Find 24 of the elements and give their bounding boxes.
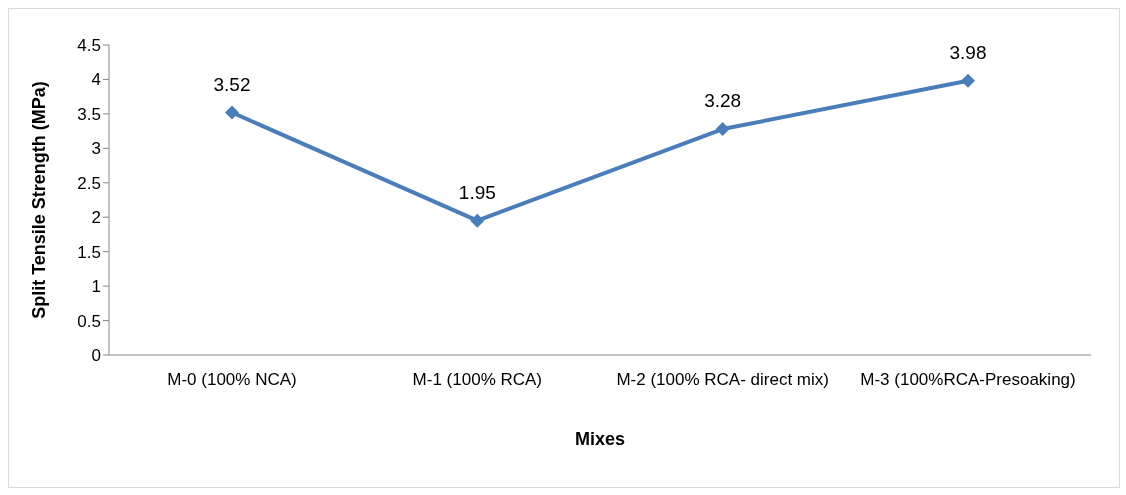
y-tick-label: 4 bbox=[91, 70, 101, 90]
x-tick-label: M-2 (100% RCA- direct mix) bbox=[616, 370, 829, 390]
data-label: 1.95 bbox=[458, 181, 496, 203]
x-tick-label: M-0 (100% NCA) bbox=[167, 370, 297, 390]
x-tick-label: M-3 (100%RCA-Presoaking) bbox=[860, 370, 1076, 390]
x-tick-label: M-1 (100% RCA) bbox=[412, 370, 543, 390]
y-tick-label: 2.5 bbox=[77, 173, 101, 193]
data-label: 3.28 bbox=[704, 90, 742, 112]
point bbox=[961, 73, 975, 88]
y-tick-label: 1 bbox=[91, 277, 101, 297]
data-label: 3.52 bbox=[213, 73, 251, 95]
y-tick-label: 2 bbox=[91, 208, 101, 228]
y-axis-title: Split Tensile Strength (MPa) bbox=[29, 81, 50, 319]
y-tick-label: 3.5 bbox=[77, 104, 101, 124]
y-tick-label: 1.5 bbox=[77, 242, 101, 262]
x-axis-title: Mixes bbox=[574, 429, 626, 449]
point bbox=[225, 105, 239, 120]
y-tick-label: 4.5 bbox=[77, 36, 101, 56]
point bbox=[715, 122, 730, 137]
point bbox=[470, 213, 485, 228]
y-tick-label: 0.5 bbox=[77, 311, 101, 331]
data-label: 3.98 bbox=[949, 41, 987, 63]
y-tick-label: 0 bbox=[91, 346, 101, 366]
y-tick-label: 3 bbox=[91, 139, 101, 159]
